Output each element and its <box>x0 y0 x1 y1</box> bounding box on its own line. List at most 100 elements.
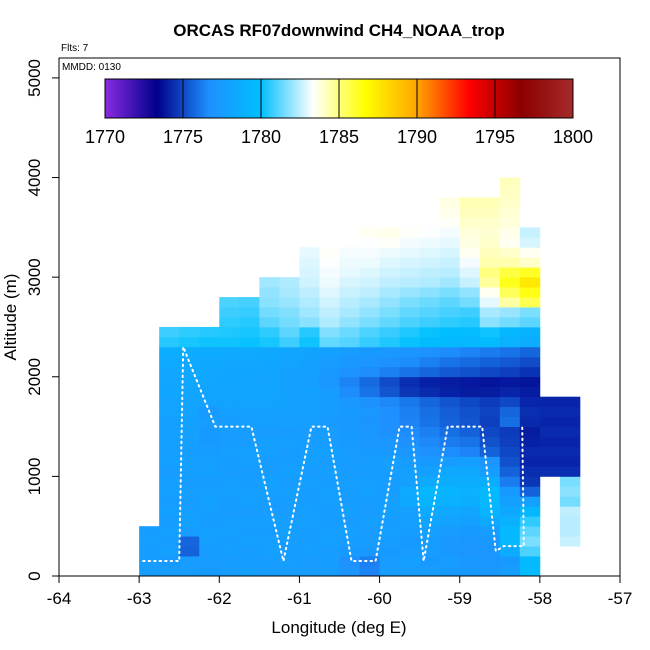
heatmap-cell <box>419 486 441 497</box>
heatmap-cell <box>279 396 300 408</box>
heatmap-cell <box>219 546 240 557</box>
heatmap-cell <box>439 526 461 537</box>
heatmap-cell <box>439 336 461 348</box>
heatmap-cell <box>319 556 340 567</box>
heatmap-cell <box>499 277 521 288</box>
heatmap-cell <box>159 386 180 398</box>
heatmap-cell <box>379 297 401 308</box>
heatmap-cell <box>279 366 300 378</box>
heatmap-cell <box>459 466 481 477</box>
heatmap-cell <box>379 476 401 487</box>
heatmap-cell <box>259 566 280 576</box>
heatmap-cell <box>439 257 461 268</box>
heatmap-cell <box>299 466 320 477</box>
heatmap-cell <box>359 267 380 278</box>
heatmap-cell <box>159 326 180 338</box>
heatmap-cell <box>479 466 501 477</box>
heatmap-cell <box>219 317 240 328</box>
heatmap-cell <box>439 406 461 418</box>
heatmap-cell <box>319 247 340 258</box>
heatmap-cell <box>459 516 481 527</box>
heatmap-cell <box>259 496 280 507</box>
heatmap-cell <box>179 326 200 338</box>
date-note: MMDD: 0130 <box>62 62 121 73</box>
heatmap-cell <box>519 436 541 447</box>
heatmap-cell <box>259 366 280 378</box>
heatmap-cell <box>519 297 541 308</box>
heatmap-cell <box>519 336 541 348</box>
heatmap-cell <box>439 446 461 457</box>
heatmap-cell <box>379 496 401 507</box>
heatmap-cell <box>479 217 501 228</box>
heatmap-cell <box>479 546 501 557</box>
heatmap-cell <box>179 346 200 358</box>
heatmap-cell <box>359 496 380 507</box>
heatmap-cell <box>559 406 581 418</box>
heatmap-cell <box>339 326 360 338</box>
heatmap-cell <box>419 267 441 278</box>
heatmap-cell <box>199 366 220 378</box>
heatmap-cell <box>179 416 200 427</box>
heatmap-cell <box>519 277 541 288</box>
heatmap-cell <box>399 536 421 547</box>
heatmap-cell <box>259 317 280 328</box>
heatmap-cell <box>419 346 441 358</box>
heatmap-cell <box>339 346 360 358</box>
heatmap-cell <box>199 346 220 358</box>
heatmap-cell <box>239 476 260 487</box>
heatmap-cell <box>359 456 380 467</box>
heatmap-cell <box>459 366 481 378</box>
heatmap-cell <box>199 456 220 467</box>
heatmap-cell <box>399 546 421 557</box>
heatmap-cell <box>359 386 380 398</box>
heatmap-cell <box>339 406 360 418</box>
heatmap-cell <box>319 326 340 338</box>
heatmap-cell <box>499 566 521 576</box>
heatmap-cell <box>179 356 200 368</box>
heatmap-cell <box>159 536 180 547</box>
heatmap-cell <box>279 436 300 447</box>
heatmap-cell <box>159 456 180 467</box>
heatmap-cell <box>239 426 260 437</box>
heatmap-cell <box>159 476 180 487</box>
heatmap-cell <box>379 237 401 248</box>
heatmap-cell <box>379 406 401 418</box>
heatmap-cell <box>179 466 200 477</box>
heatmap-cell <box>319 456 340 467</box>
heatmap-cell <box>359 416 380 427</box>
colorbar-tick-label: 1785 <box>319 127 359 147</box>
heatmap-cell <box>299 426 320 437</box>
heatmap-cell <box>399 366 421 378</box>
heatmap-cell <box>379 426 401 437</box>
heatmap-cell <box>379 386 401 398</box>
heatmap-cell <box>299 297 320 308</box>
heatmap-cell <box>339 486 360 497</box>
heatmap-cell <box>379 486 401 497</box>
heatmap-cell <box>259 476 280 487</box>
heatmap-cell <box>359 376 380 388</box>
heatmap-cell <box>319 506 340 517</box>
flight-track-line <box>142 346 525 563</box>
heatmap-cell <box>359 516 380 527</box>
heatmap-cell <box>419 566 441 576</box>
heatmap-cell <box>339 317 360 328</box>
heatmap-cell <box>399 297 421 308</box>
heatmap-cell <box>319 476 340 487</box>
heatmap-cell <box>239 516 260 527</box>
heatmap-cell <box>419 446 441 457</box>
heatmap-cell <box>279 446 300 457</box>
heatmap-cell <box>179 506 200 517</box>
heatmap-cell <box>499 207 521 218</box>
x-tick-label: -58 <box>528 589 553 608</box>
heatmap-cell <box>339 257 360 268</box>
heatmap-cell <box>399 486 421 497</box>
heatmap-cell <box>479 287 501 298</box>
heatmap-cell <box>259 386 280 398</box>
heatmap-cell <box>319 277 340 288</box>
x-tick-label: -62 <box>207 589 232 608</box>
heatmap-cell <box>439 536 461 547</box>
y-tick-label: 1000 <box>25 457 44 495</box>
heatmap-cell <box>459 227 481 238</box>
heatmap-cell <box>219 506 240 517</box>
heatmap-cell <box>279 426 300 437</box>
